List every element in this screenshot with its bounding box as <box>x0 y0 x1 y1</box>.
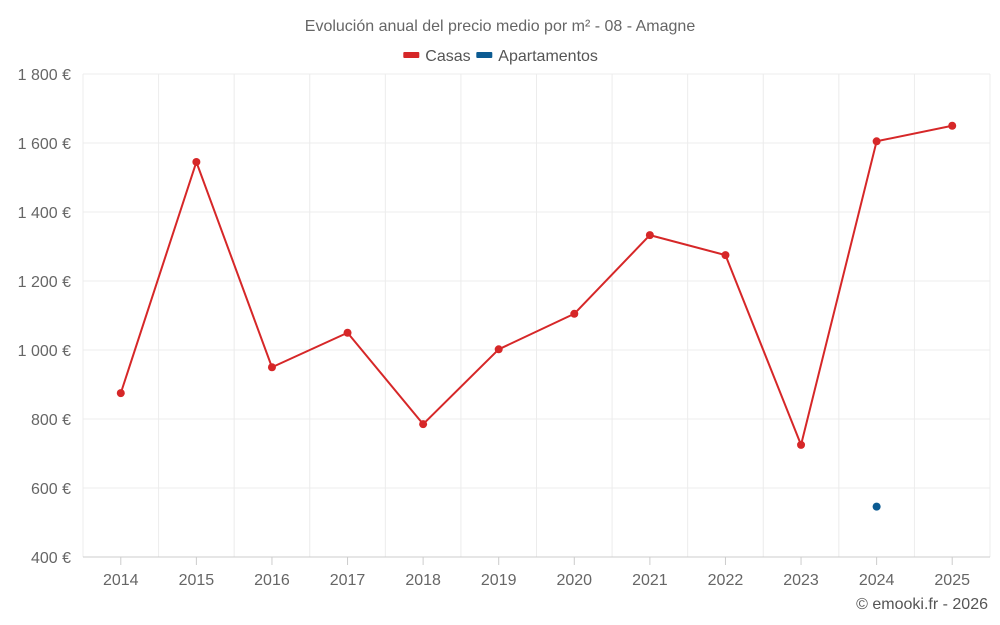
y-tick-label: 1 400 € <box>18 205 71 222</box>
x-tick-label: 2019 <box>481 572 517 589</box>
legend-item-apartamentos[interactable]: Apartamentos <box>476 48 598 65</box>
data-point-casas <box>419 420 428 429</box>
data-point-casas <box>116 389 125 398</box>
legend-swatch-apartamentos <box>476 52 493 58</box>
x-tick-label: 2020 <box>556 572 592 589</box>
y-tick-label: 800 € <box>31 412 71 429</box>
x-tick-label: 2022 <box>708 572 744 589</box>
x-tick-label: 2024 <box>859 572 895 589</box>
data-point-casas <box>192 157 201 166</box>
x-tick-label: 2014 <box>103 572 139 589</box>
data-point-casas <box>872 137 881 146</box>
legend-item-casas[interactable]: Casas <box>403 48 471 65</box>
x-tick-label: 2017 <box>330 572 366 589</box>
y-tick-label: 400 € <box>31 550 71 567</box>
data-point-casas <box>797 440 806 449</box>
series-line-casas <box>119 124 953 446</box>
x-tick-label: 2016 <box>254 572 290 589</box>
data-point-casas <box>645 231 654 240</box>
credit-text: © emooki.fr - 2026 <box>856 596 988 613</box>
y-tick-label: 1 000 € <box>18 343 71 360</box>
x-tick-label: 2018 <box>405 572 441 589</box>
y-tick-label: 1 800 € <box>18 67 71 84</box>
y-tick-label: 600 € <box>31 481 71 498</box>
series <box>116 121 957 511</box>
data-point-apartamentos <box>872 502 881 511</box>
x-tick-label: 2015 <box>179 572 215 589</box>
x-tick-label: 2021 <box>632 572 668 589</box>
grid <box>82 73 991 557</box>
chart-title: Evolución anual del precio medio por m² … <box>305 18 696 35</box>
legend[interactable]: Casas Apartamentos <box>403 48 598 65</box>
y-tick-label: 1 600 € <box>18 136 71 153</box>
axes: 400 € 600 € 800 € 1 000 € 1 200 € 1 400 € 1 60… <box>18 67 990 589</box>
y-tick-label: 1 200 € <box>18 274 71 291</box>
legend-label-casas: Casas <box>425 48 470 65</box>
data-point-casas <box>494 345 503 354</box>
data-point-casas <box>948 121 957 130</box>
legend-label-apartamentos: Apartamentos <box>498 48 598 65</box>
data-point-casas <box>721 251 730 260</box>
legend-swatch-casas <box>403 52 420 58</box>
x-tick-label: 2023 <box>783 572 819 589</box>
x-tick-label: 2025 <box>934 572 970 589</box>
data-point-casas <box>570 309 579 318</box>
data-point-casas <box>343 328 352 337</box>
data-point-casas <box>267 363 276 372</box>
